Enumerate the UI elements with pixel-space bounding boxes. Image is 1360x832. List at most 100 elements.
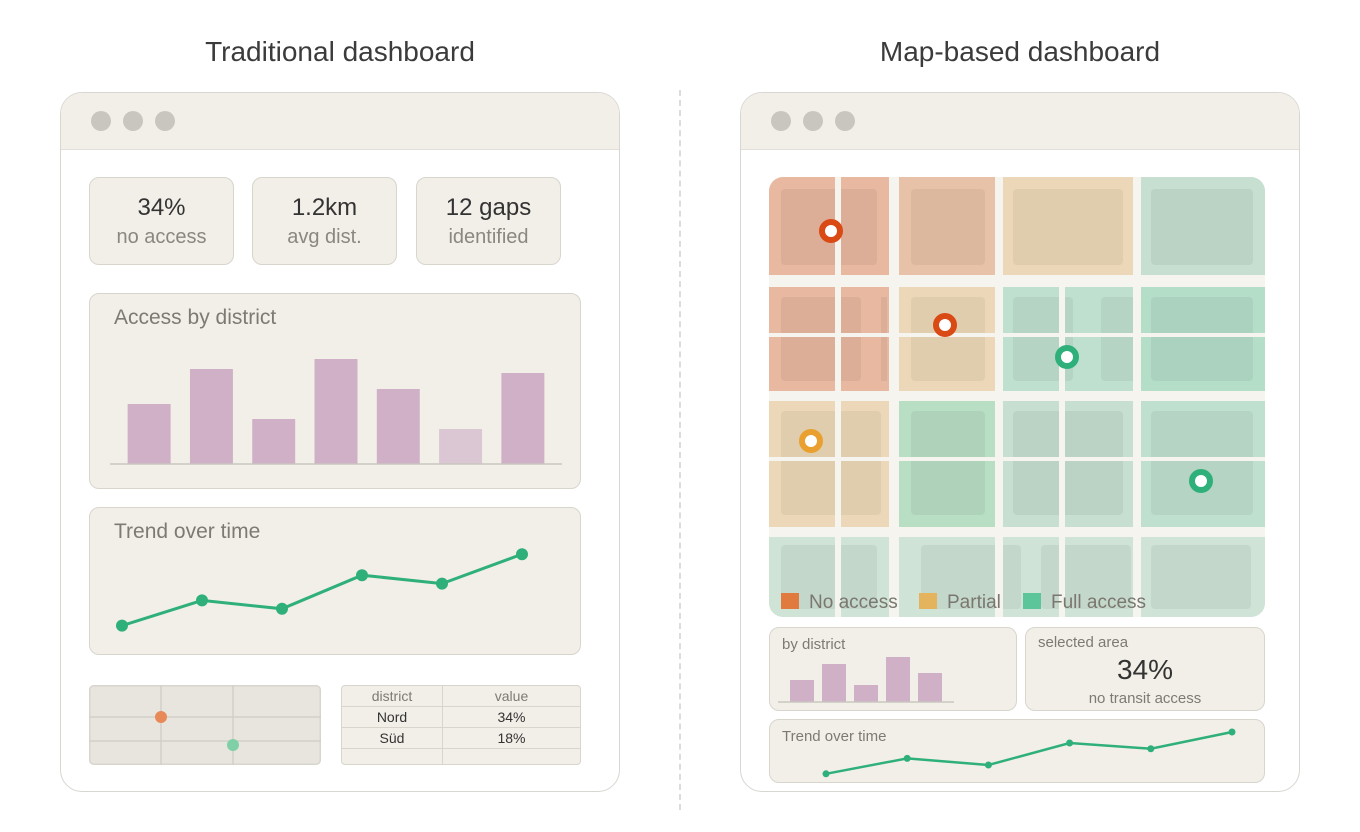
legend-swatch	[919, 593, 937, 609]
bar[interactable]	[501, 373, 545, 464]
choropleth-map[interactable]: No access Partial Full access	[769, 177, 1265, 617]
kpi-value: 1.2km	[291, 194, 358, 221]
bar[interactable]	[854, 685, 878, 702]
table-cell: 34%	[497, 709, 526, 725]
trend-point[interactable]	[984, 761, 992, 769]
table-cell: Nord	[342, 707, 443, 727]
trend-point[interactable]	[903, 754, 911, 762]
trend-chart-title: Trend over time	[114, 520, 261, 543]
window-dot[interactable]	[771, 111, 791, 131]
trend-point[interactable]	[1147, 745, 1155, 753]
bar[interactable]	[439, 429, 483, 464]
district-no-access[interactable]	[769, 287, 889, 391]
legend-label: No access	[809, 592, 898, 613]
trend-point[interactable]	[116, 619, 128, 632]
window-dot[interactable]	[91, 111, 111, 131]
by-district-title: by district	[782, 636, 846, 653]
legend-swatch	[1023, 593, 1041, 609]
selected-area-value: 34%	[1116, 654, 1174, 685]
table-row	[342, 749, 580, 764]
window-dot[interactable]	[835, 111, 855, 131]
bar[interactable]	[189, 369, 233, 464]
trend-chart-card: Trend over time	[89, 507, 581, 655]
table-cell: Süd	[342, 728, 443, 748]
legend-label: Full access	[1051, 592, 1146, 613]
selected-area-card: selected area 34% no transit access	[1025, 627, 1265, 711]
bar[interactable]	[822, 664, 846, 702]
right-panel-title: Map-based dashboard	[879, 36, 1161, 67]
selected-area-caption: no transit access	[1088, 690, 1202, 707]
bar-chart	[110, 359, 562, 465]
bar[interactable]	[127, 404, 171, 464]
kpi-value: 34%	[137, 194, 186, 221]
district-full-access[interactable]	[899, 537, 995, 617]
district-full-access[interactable]	[1141, 177, 1265, 275]
window-titlebar	[741, 93, 1299, 150]
map-marker[interactable]	[155, 711, 167, 723]
legend-swatch	[781, 593, 799, 609]
district-partial[interactable]	[899, 177, 995, 275]
bar[interactable]	[886, 657, 910, 702]
traditional-dashboard-window: 34% no access 1.2km avg dist. 12 gaps id…	[60, 92, 620, 792]
divider	[679, 90, 681, 810]
trend-point[interactable]	[1066, 739, 1074, 747]
trend-point[interactable]	[822, 770, 830, 778]
table-header: district value	[342, 686, 580, 707]
district-partial[interactable]	[769, 401, 889, 527]
map-marker-green[interactable]	[1055, 345, 1079, 369]
trend-point[interactable]	[516, 548, 528, 561]
bar[interactable]	[252, 419, 296, 464]
map-marker-red[interactable]	[933, 313, 957, 337]
map-marker-orange[interactable]	[799, 429, 823, 453]
trend-point[interactable]	[436, 577, 448, 590]
kpi-card: 34% no access	[89, 177, 234, 265]
bar-chart-title: Access by district	[114, 306, 277, 329]
kpi-label: no access	[116, 226, 207, 248]
trend-point[interactable]	[196, 594, 208, 607]
small-trend-chart	[822, 728, 1236, 778]
window-dot[interactable]	[803, 111, 823, 131]
district-full-access[interactable]	[899, 401, 995, 527]
mini-map[interactable]	[89, 685, 321, 765]
trend-line	[121, 552, 523, 628]
district-full-access[interactable]	[1141, 401, 1265, 527]
window-dot[interactable]	[123, 111, 143, 131]
trend-point[interactable]	[276, 602, 288, 615]
kpi-card: 12 gaps identified	[416, 177, 561, 265]
map-marker-red[interactable]	[819, 219, 843, 243]
map-marker-green[interactable]	[1189, 469, 1213, 493]
small-trend-title: Trend over time	[782, 728, 887, 745]
kpi-value: 12 gaps	[445, 194, 532, 221]
map-dashboard-window: No access Partial Full access by distric…	[740, 92, 1300, 792]
district-partial[interactable]	[899, 287, 995, 391]
kpi-label: avg dist.	[287, 226, 362, 248]
trend-chart	[116, 548, 528, 632]
district-partial[interactable]	[1003, 177, 1133, 275]
bar-chart-card: Access by district	[89, 293, 581, 489]
bar[interactable]	[790, 680, 814, 702]
bar[interactable]	[314, 359, 358, 464]
map-marker[interactable]	[227, 739, 239, 751]
table-cell: 18%	[497, 730, 526, 746]
district-full-access[interactable]	[1141, 287, 1265, 391]
district-full-access[interactable]	[1003, 401, 1133, 527]
window-dot[interactable]	[155, 111, 175, 131]
district-full-access[interactable]	[1141, 537, 1265, 617]
trend-point[interactable]	[1228, 728, 1236, 736]
table-row[interactable]: Süd 18%	[342, 728, 580, 749]
bar[interactable]	[918, 673, 942, 702]
column-header[interactable]: district	[342, 686, 443, 706]
trend-line	[825, 730, 1233, 776]
selected-area-label: selected area	[1038, 634, 1129, 651]
table-cell	[342, 749, 443, 764]
table-row[interactable]: Nord 34%	[342, 707, 580, 728]
column-header[interactable]: value	[494, 688, 529, 704]
bar[interactable]	[376, 389, 420, 464]
legend-label: Partial	[947, 592, 1001, 613]
by-district-chart	[778, 657, 954, 703]
left-panel-title: Traditional dashboard	[205, 36, 475, 67]
small-trend-card: Trend over time	[769, 719, 1265, 783]
table-cell	[443, 749, 580, 764]
trend-point[interactable]	[356, 569, 368, 582]
district-full-access[interactable]	[1003, 287, 1133, 391]
